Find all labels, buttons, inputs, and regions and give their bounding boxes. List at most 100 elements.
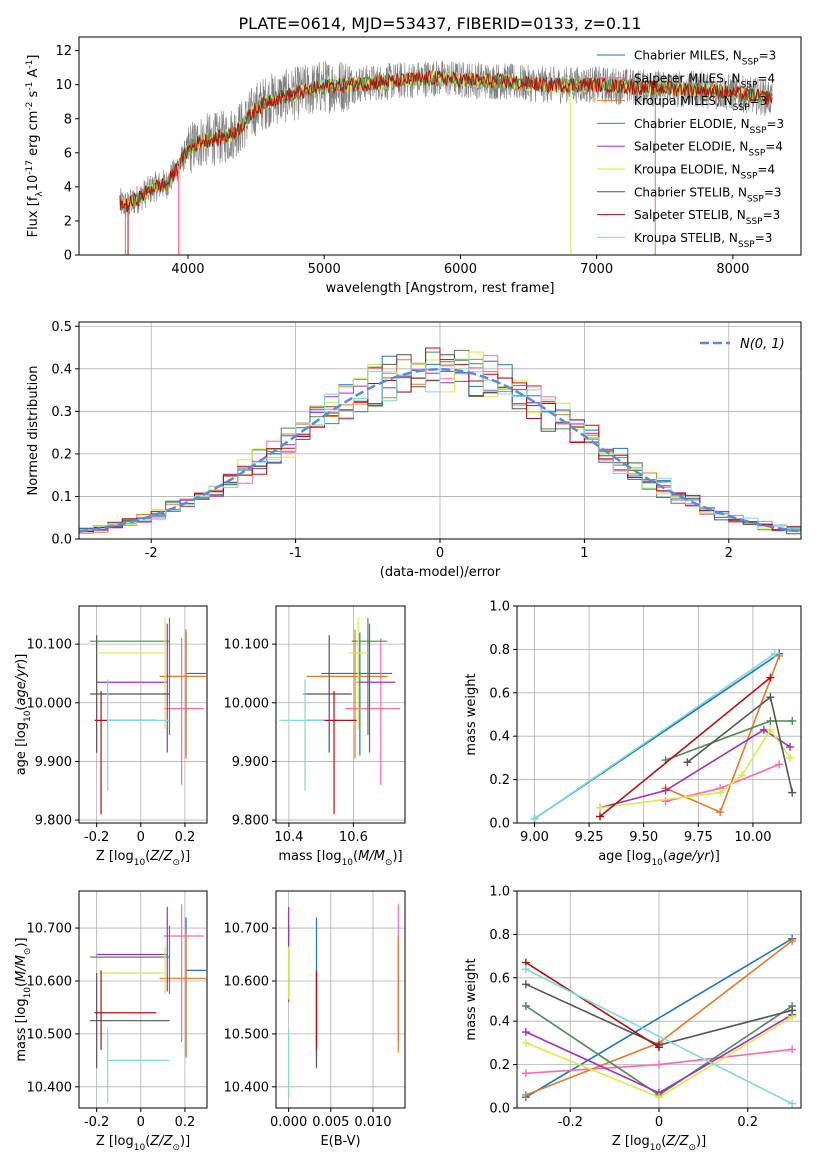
mass-weight-marker	[788, 788, 797, 797]
weight-vs-age-axes: 9.00 9.25 9.50 9.75 10.00 0.0 0.2 0.4 0.6 0.8 1.0 a…	[464, 600, 802, 868]
y-tick-label: 0.8	[489, 643, 510, 658]
histogram-step-line	[79, 358, 801, 530]
legend-label: Kroupa ELODIE, NSSP=4	[634, 163, 775, 182]
x-tick-label: 7000	[580, 262, 613, 277]
legend-label: Chabrier MILES, NSSP=3	[634, 49, 776, 68]
y-tick-label: 8	[64, 112, 72, 127]
x-tick-label: -0.2	[84, 1115, 109, 1130]
mass-weight-marker	[521, 980, 530, 989]
mass-weight-marker	[766, 673, 775, 682]
plots-layer: 4000 5000 6000 7000 8000024681012wavelength …	[14, 36, 802, 1153]
x-tick-label: 0.2	[175, 1115, 196, 1130]
y-tick-label: 10.100	[27, 638, 73, 653]
x-tick-label: 4000	[171, 262, 204, 277]
x-tick-label: 0.010	[354, 1115, 391, 1130]
mass-weight-line	[525, 961, 660, 1048]
y-axis-label: age [log10(age/yr)]	[14, 654, 33, 776]
spectrum-axes: 4000 5000 6000 7000 8000 0 2 4 6 8 10 12 wavelength …	[25, 36, 802, 296]
legend-label: N(0, 1)	[740, 337, 785, 352]
x-tick-label: 0.005	[312, 1115, 349, 1130]
y-tick-label: 0.2	[489, 1058, 510, 1073]
mass-weight-marker	[766, 717, 775, 726]
age-vs-mass-axes: 10.4 10.6 9.800 9.900 10.000 10.100 mass [log1…	[224, 605, 406, 868]
x-tick-label: 6000	[444, 262, 477, 277]
x-tick-label: 9.25	[575, 830, 604, 845]
mass-weight-marker	[661, 786, 670, 795]
y-tick-label: 1.0	[489, 600, 510, 615]
mass-weight-marker	[770, 649, 779, 658]
mass-weight-marker	[775, 651, 784, 660]
figure-title: PLATE=0614, MJD=53437, FIBERID=0133, z=0…	[238, 14, 641, 33]
weight-vs-age-frame	[516, 605, 802, 824]
x-tick-label: -1	[289, 546, 302, 561]
mass-vs-ebv-plot-area	[288, 904, 399, 1098]
mass-weight-marker	[788, 1006, 797, 1015]
x-axis-label: Z [log10(Z/Z⊙)]	[96, 849, 190, 868]
y-tick-label: 10.000	[27, 696, 73, 711]
mass-weight-marker	[521, 1090, 530, 1099]
y-tick-label: 10.500	[224, 1027, 270, 1042]
mass-weight-line	[665, 720, 793, 761]
mass-weight-line	[534, 653, 776, 820]
legend-label: Salpeter MILES, NSSP=4	[634, 71, 775, 90]
weight-vs-Z-axes: -0.2 0 0.2 0.0 0.2 0.4 0.6 0.8 1.0 Z [log10(Z/Z⊙)…	[464, 885, 802, 1153]
mass-weight-marker	[596, 803, 605, 812]
x-tick-label: 10.6	[339, 830, 368, 845]
x-tick-label: -0.2	[84, 830, 109, 845]
x-tick-label: 9.75	[684, 830, 713, 845]
x-tick-label: 0	[137, 1115, 145, 1130]
x-tick-label: 9.00	[520, 830, 549, 845]
y-tick-label: 4	[64, 180, 72, 195]
mass-vs-Z-plot-area	[90, 904, 206, 1103]
y-tick-label: 10.400	[27, 1080, 73, 1095]
legend-label: Kroupa MILES, NSSP=3	[634, 94, 767, 113]
x-axis-label: Z [log10(Z/Z⊙)]	[612, 1134, 706, 1153]
x-axis-label: mass [log10(M/M⊙)]	[278, 849, 402, 868]
mass-weight-marker	[655, 1043, 663, 1052]
mass-weight-marker	[716, 788, 725, 797]
mass-weight-marker	[596, 812, 605, 821]
mass-weight-marker	[766, 693, 775, 702]
mass-weight-line	[525, 968, 793, 1105]
age-vs-mass-plot-area	[279, 617, 401, 815]
mass-vs-Z-axes: -0.2 0 0.2 10.400 10.500 10.600 10.700 Z [log10…	[14, 890, 208, 1153]
y-tick-label: 10.100	[224, 638, 270, 653]
mass-weight-marker	[530, 814, 539, 823]
mass-weight-line	[599, 728, 791, 809]
mass-weight-marker	[788, 717, 797, 726]
x-tick-label: 8000	[716, 262, 749, 277]
y-tick-label: 0.4	[489, 1015, 510, 1030]
mass-weight-marker	[766, 725, 775, 734]
age-vs-Z-axes: -0.2 0 0.2 9.800 9.900 10.000 10.100 Z [log10(Z…	[14, 605, 208, 868]
x-tick-label: 0.2	[175, 830, 196, 845]
y-tick-label: 9.900	[232, 755, 269, 770]
x-axis-label: age [log10(age/yr)]	[598, 849, 720, 868]
x-axis-label: (data-model)/error	[380, 565, 501, 580]
mass-weight-marker	[521, 1038, 530, 1047]
x-tick-label: 0.000	[270, 1115, 307, 1130]
weight-vs-age-plot-area	[530, 649, 797, 823]
legend-label: Kroupa STELIB, NSSP=3	[634, 231, 772, 250]
mass-weight-marker	[521, 1069, 530, 1078]
y-tick-label: 9.800	[232, 814, 269, 829]
mass-vs-ebv-frame	[275, 890, 406, 1109]
x-tick-label: 0	[436, 546, 444, 561]
x-tick-label: 0	[137, 830, 145, 845]
mass-weight-marker	[716, 808, 725, 817]
mass-weight-marker	[788, 1099, 797, 1108]
y-axis-label: Flux [fλ10-17 erg cm-2 s-1 A-1]	[25, 55, 45, 238]
mass-weight-marker	[655, 1060, 663, 1069]
residuals-axes: -2 -1 0 1 2 0.0 0.1 0.2 0.3 0.4 0.5 (data-model)/er…	[26, 320, 802, 580]
y-tick-label: 0.6	[489, 971, 510, 986]
y-tick-label: 0.2	[51, 447, 72, 462]
y-tick-label: 0.0	[489, 817, 510, 832]
x-tick-label: 0	[655, 1115, 663, 1130]
x-tick-label: 5000	[308, 262, 341, 277]
x-axis-label: E(B-V)	[320, 1134, 360, 1149]
y-tick-label: 0.0	[489, 1102, 510, 1117]
y-tick-label: 10	[55, 78, 72, 93]
spectrum-plot-area	[119, 60, 773, 255]
weight-vs-Z-frame	[516, 890, 802, 1109]
y-tick-label: 0.5	[51, 320, 72, 335]
